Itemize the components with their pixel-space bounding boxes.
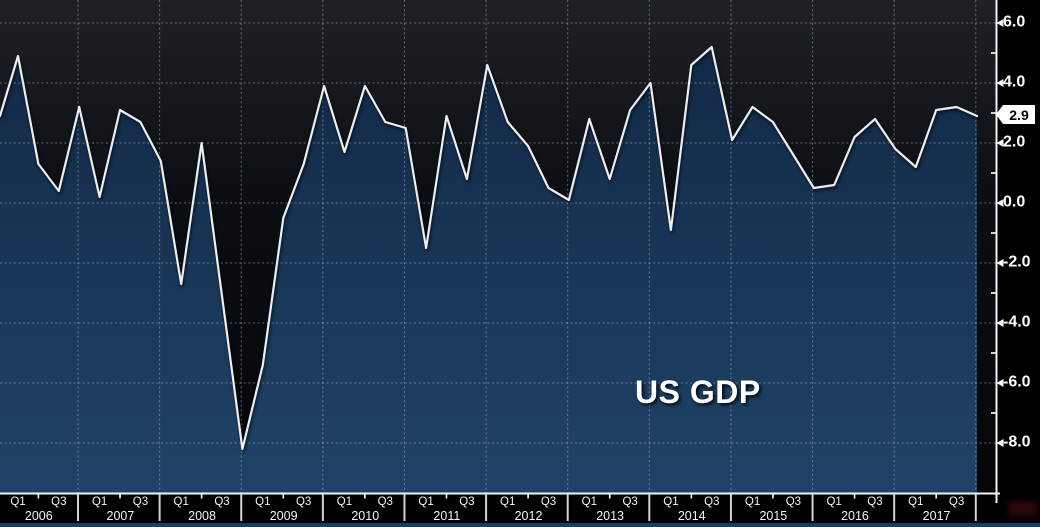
x-axis-quarter-label: Q1 [418,496,434,508]
x-axis-quarter-label: Q3 [459,496,475,508]
x-axis-year-label: 2011 [433,509,461,523]
x-axis-year-label: 2012 [514,509,543,523]
y-axis-label: -4.0 [1003,313,1031,331]
x-axis-quarter-label: Q3 [867,496,883,508]
axis-ticks [37,19,1004,521]
y-major-tick-arrow [996,319,1004,327]
x-axis-quarter-label: Q3 [51,496,67,508]
x-axis-year-label: 2017 [922,509,951,523]
y-major-tick-arrow [996,139,1004,147]
x-axis-quarter-label: Q3 [622,496,638,508]
x-axis-year-label: 2016 [841,509,869,523]
x-axis-year-label: 2013 [596,509,625,523]
x-axis-year-label: 2010 [351,509,380,523]
x-axis-quarter-label: Q1 [663,496,679,508]
x-axis-year-label: 2014 [677,509,706,523]
latest-value-flag: 2.9 [996,105,1035,124]
x-axis-quarter-label: Q1 [173,496,189,508]
chart-title: US GDP [635,374,761,410]
x-axis-year-label: 2007 [106,509,135,523]
y-axis-label: 4.0 [1003,73,1026,91]
y-axis-label: -2.0 [1003,253,1031,271]
x-axis-quarter-label: Q3 [540,496,557,508]
x-axis-quarter-label: Q1 [336,496,353,508]
x-axis-quarter-label: Q3 [377,496,393,508]
y-axis-label: -8.0 [1003,433,1031,451]
axes [0,0,1000,503]
x-axis-year-label: 2006 [24,509,53,523]
y-axis-label: -6.0 [1003,373,1031,391]
x-axis-quarter-label: Q3 [948,496,965,508]
x-axis-year-label: 2008 [188,509,216,523]
y-axis-label: 0.0 [1003,193,1026,211]
x-axis-quarter-label: Q1 [255,496,271,508]
x-axis-quarter-label: Q1 [908,496,924,508]
x-axis-quarter-label: Q1 [91,496,108,508]
x-axis-quarter-label: Q3 [704,496,720,508]
x-axis-quarter-label: Q3 [214,496,230,508]
y-major-tick-arrow [996,379,1004,387]
gridlines [0,0,996,493]
gdp-line [0,45,979,451]
x-axis-quarter-label: Q1 [826,496,842,508]
x-axis-quarter-label: Q1 [744,496,761,508]
y-major-tick-arrow [996,259,1004,267]
y-axis-label: 6.0 [1003,13,1026,31]
y-major-tick-arrow [996,199,1004,207]
bottom-panel-edge [0,523,1040,527]
y-major-tick-arrow [996,19,1004,27]
x-axis-year-label: 2009 [269,509,298,523]
x-axis-quarter-label: Q3 [785,496,802,508]
gdp-area-fill [0,47,977,493]
y-major-tick-arrow [996,439,1004,447]
x-axis-quarter-label: Q3 [132,496,149,508]
watermark-smudge [1008,501,1038,516]
x-axis-quarter-label: Q1 [500,496,516,508]
y-major-tick-arrow [996,79,1004,87]
x-axis-quarter-label: Q1 [10,496,26,508]
x-axis-quarter-label: Q3 [295,496,312,508]
x-axis-quarter-label: Q1 [581,496,597,508]
y-axis-label: 2.0 [1003,133,1026,151]
x-axis-year-label: 2015 [759,509,788,523]
